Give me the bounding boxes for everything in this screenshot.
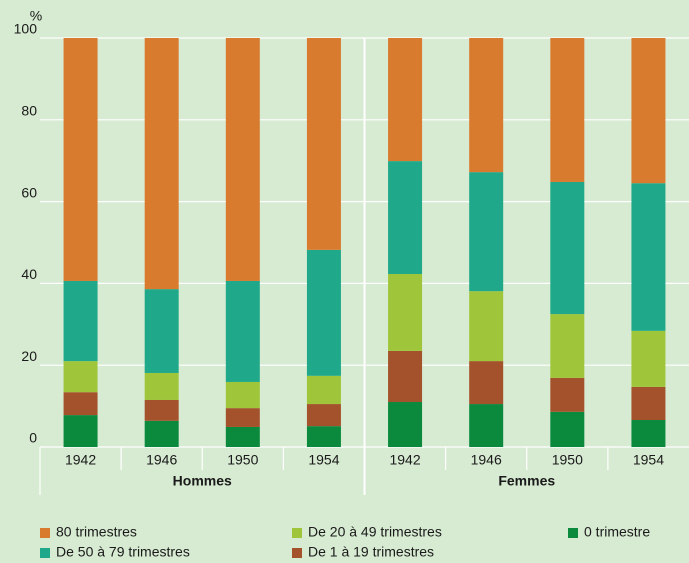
bar-segment — [306, 426, 341, 447]
x-tick-label: 1950 — [552, 452, 583, 468]
x-tick-label: 1950 — [227, 452, 258, 468]
bar-segment — [550, 377, 585, 412]
bar-segment — [631, 420, 666, 447]
group-label: Hommes — [173, 473, 232, 489]
bar-segment — [631, 386, 666, 421]
y-tick-label: 100 — [14, 21, 38, 37]
x-tick-label: 1942 — [65, 452, 96, 468]
bar-segment — [306, 375, 341, 405]
x-tick-label: 1954 — [308, 452, 339, 468]
bar-segment — [225, 426, 260, 447]
legend-swatch — [568, 528, 578, 538]
bar-segment — [550, 411, 585, 447]
y-tick-label: 40 — [21, 266, 37, 282]
x-tick-label: 1942 — [389, 452, 420, 468]
y-axis-label: % — [30, 8, 42, 24]
bar-segment — [388, 273, 423, 351]
group-label: Femmes — [498, 473, 555, 489]
bar-segment — [388, 38, 423, 162]
bar-segment — [388, 161, 423, 274]
y-tick-label: 20 — [21, 348, 37, 364]
bar-segment — [550, 314, 585, 378]
bar-segment — [388, 350, 423, 403]
bar-segment — [225, 408, 260, 427]
bar-segment — [469, 404, 504, 447]
bar-segment — [306, 249, 341, 376]
bar-segment — [469, 291, 504, 362]
bar-segment — [63, 361, 98, 393]
y-tick-label: 60 — [21, 184, 37, 200]
bar-segment — [550, 181, 585, 315]
legend-swatch — [40, 548, 50, 558]
legend-swatch — [292, 528, 302, 538]
legend-label: 80 trimestres — [56, 524, 137, 540]
legend-swatch — [292, 548, 302, 558]
x-tick-label: 1946 — [471, 452, 502, 468]
bar-segment — [144, 289, 179, 373]
bar-segment — [388, 402, 423, 447]
y-tick-label: 80 — [21, 103, 37, 119]
bar-segment — [225, 280, 260, 382]
bar-segment — [63, 280, 98, 362]
bar-segment — [469, 361, 504, 405]
bar-segment — [550, 38, 585, 182]
x-tick-label: 1946 — [146, 452, 177, 468]
legend-swatch — [40, 528, 50, 538]
bar-segment — [63, 38, 98, 281]
legend-label: De 50 à 79 trimestres — [56, 544, 190, 560]
bar-segment — [306, 404, 341, 427]
bar-segment — [63, 392, 98, 416]
bar-segment — [631, 183, 666, 331]
bar-segment — [469, 172, 504, 292]
x-tick-label: 1954 — [633, 452, 664, 468]
bar-segment — [144, 399, 179, 421]
bar-segment — [469, 38, 504, 173]
bar-segment — [144, 372, 179, 400]
legend-label: De 1 à 19 trimestres — [308, 544, 434, 560]
legend-label: 0 trimestre — [584, 524, 650, 540]
bar-segment — [306, 38, 341, 250]
bar-segment — [225, 38, 260, 281]
bar-segment — [631, 38, 666, 184]
bar-segment — [631, 330, 666, 387]
y-tick-label: 0 — [29, 430, 37, 446]
bar-segment — [225, 381, 260, 409]
legend-label: De 20 à 49 trimestres — [308, 524, 442, 540]
bar-segment — [144, 420, 179, 447]
bar-segment — [144, 38, 179, 290]
bar-segment — [63, 415, 98, 447]
